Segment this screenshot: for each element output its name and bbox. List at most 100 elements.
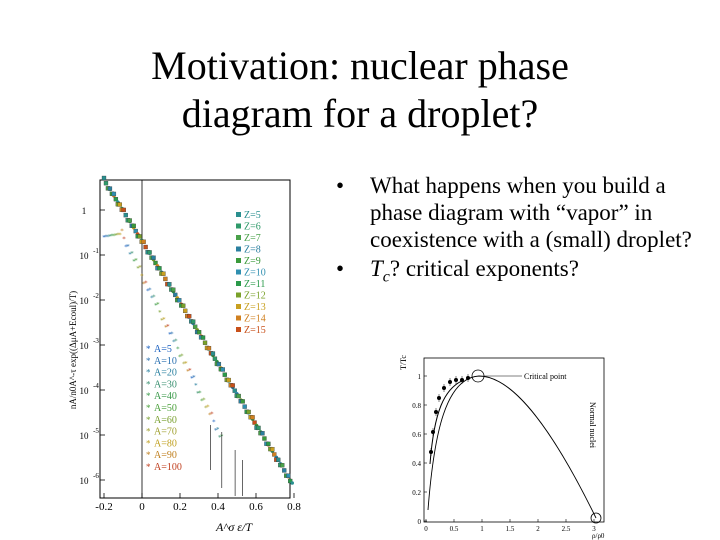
data-point bbox=[272, 452, 277, 457]
y-tick-label: 10 bbox=[80, 431, 90, 441]
legend-a-star: * bbox=[146, 427, 151, 437]
y-tick-exponent: -2 bbox=[93, 292, 99, 300]
legend-z-swatch bbox=[236, 212, 241, 217]
x-axis-label: A^σ ε/T bbox=[215, 520, 253, 534]
data-point-star: * bbox=[112, 232, 116, 240]
data-point bbox=[256, 425, 261, 431]
scaling-plot: nA/n0A^-τ exp((ΔμA+Ecoul)/T) -0.2 0 0.2 0.4… bbox=[68, 175, 301, 534]
data-point bbox=[147, 250, 152, 255]
scatter-points: ****************************************… bbox=[101, 175, 294, 496]
data-point-star: * bbox=[208, 412, 212, 420]
data-point-star: * bbox=[158, 309, 162, 317]
data-point-star: * bbox=[206, 404, 210, 412]
data-point bbox=[123, 212, 128, 218]
data-point-star: * bbox=[140, 272, 144, 280]
legend-a-label: A=5 bbox=[154, 344, 172, 355]
data-point bbox=[190, 319, 196, 324]
data-point bbox=[270, 447, 275, 452]
phase-frame bbox=[423, 357, 605, 523]
data-point bbox=[210, 351, 216, 356]
phase-x-tick-label: 1.5 bbox=[506, 525, 515, 533]
legend-z-label: Z=8 bbox=[244, 245, 261, 256]
data-point bbox=[232, 388, 237, 393]
data-point-star: * bbox=[182, 361, 186, 369]
data-point-star: * bbox=[126, 243, 130, 251]
coexistence-curve bbox=[427, 375, 597, 519]
legend-a-star: * bbox=[146, 415, 151, 425]
x-tick-label: 0 bbox=[139, 501, 145, 513]
legend-z-label: Z=13 bbox=[244, 302, 266, 313]
phase-y-tick-label: 0.4 bbox=[412, 460, 421, 468]
phase-y-tick-label: 0.2 bbox=[412, 489, 421, 497]
data-point bbox=[202, 340, 208, 345]
data-point bbox=[226, 377, 231, 383]
data-point bbox=[276, 457, 281, 463]
phase-y-tick-label: 0.8 bbox=[412, 402, 421, 410]
data-point bbox=[196, 330, 202, 335]
data-point-star: * bbox=[192, 374, 196, 382]
data-point bbox=[153, 260, 158, 266]
data-point bbox=[111, 191, 117, 197]
data-point-star: * bbox=[114, 232, 118, 240]
data-point bbox=[117, 202, 122, 207]
x-tick-label: 0.4 bbox=[211, 501, 225, 513]
legend-a-label: A=40 bbox=[154, 391, 177, 402]
y-tick-exponent: -4 bbox=[93, 382, 99, 390]
legend-z-swatch bbox=[236, 292, 241, 298]
bullet-text: What happens when you build a phase diag… bbox=[370, 173, 692, 252]
data-point-star: * bbox=[106, 233, 110, 241]
legend-a-star: * bbox=[146, 379, 151, 389]
data-point-star: * bbox=[214, 427, 218, 435]
data-point bbox=[266, 441, 271, 447]
legend-z-label: Z=7 bbox=[244, 233, 261, 244]
bullet-item: Tc? critical exponents? bbox=[334, 255, 714, 291]
data-point-star: * bbox=[188, 367, 192, 375]
data-point-star: * bbox=[172, 338, 176, 346]
data-point-star: * bbox=[216, 426, 220, 434]
bullet-text: ? critical exponents? bbox=[389, 256, 579, 281]
data-point bbox=[212, 356, 218, 361]
y-tick-label: 10 bbox=[80, 296, 90, 306]
data-point bbox=[177, 298, 182, 303]
y-tick-label: 10 bbox=[80, 386, 90, 396]
data-point bbox=[181, 303, 186, 308]
legend-z-swatch bbox=[236, 315, 241, 321]
phase-x-tick-label: 2.5 bbox=[562, 525, 571, 533]
y-tick-label: 10 bbox=[80, 251, 90, 261]
data-point-star: * bbox=[102, 234, 106, 242]
tc-subscript: c bbox=[382, 268, 390, 286]
data-point-star: * bbox=[164, 324, 168, 332]
data-point-star: * bbox=[190, 375, 194, 383]
data-point bbox=[151, 255, 156, 260]
phase-diagram: T/Tc 0 0.5 1 1.5 2 2.5 3 1 0.8 0.6 0.4 0.2 0 Critica… bbox=[399, 355, 605, 540]
legend-a-star: * bbox=[146, 403, 151, 413]
data-point-star: * bbox=[186, 368, 190, 376]
legend-z-label: Z=10 bbox=[244, 268, 266, 279]
normal-nuclei-label: Normal nuclei bbox=[588, 402, 597, 449]
data-point bbox=[286, 473, 291, 478]
data-point-star: * bbox=[156, 301, 160, 309]
data-point bbox=[107, 186, 113, 191]
legend-z-swatch bbox=[236, 258, 241, 263]
data-point bbox=[143, 244, 148, 250]
data-point-star: * bbox=[184, 360, 188, 368]
legend-a-label: A=70 bbox=[154, 427, 177, 438]
y-tick-exponent: -3 bbox=[93, 337, 99, 345]
data-point bbox=[240, 399, 245, 404]
legend-a-star: * bbox=[146, 368, 151, 378]
data-point-star: * bbox=[146, 287, 150, 295]
phase-y-tick-label: 0.6 bbox=[412, 431, 421, 439]
bullet-item: What happens when you build a phase diag… bbox=[334, 172, 714, 253]
data-point bbox=[121, 207, 126, 213]
data-point-star: * bbox=[218, 434, 222, 442]
phase-y-tick-label: 1 bbox=[418, 373, 422, 381]
data-point-star: * bbox=[166, 323, 170, 331]
data-point bbox=[288, 478, 293, 484]
data-point bbox=[206, 345, 212, 351]
data-point-star: * bbox=[176, 346, 180, 354]
y-tick-label: 10 bbox=[80, 476, 90, 486]
data-point-star: * bbox=[122, 236, 126, 244]
data-point bbox=[236, 393, 241, 399]
y-axis-label: nA/n0A^-τ exp((ΔμA+Ecoul)/T) bbox=[68, 291, 78, 409]
data-point bbox=[262, 436, 267, 441]
